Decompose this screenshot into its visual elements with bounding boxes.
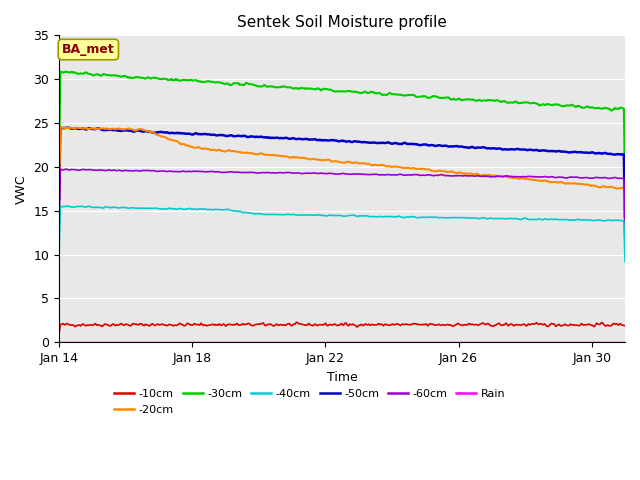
-50cm [609, 152, 616, 157]
Rain [328, 339, 335, 345]
-50cm [393, 141, 401, 146]
Text: BA_met: BA_met [62, 43, 115, 56]
-30cm [328, 88, 336, 94]
-40cm [55, 249, 63, 254]
-60cm [325, 170, 333, 176]
-30cm [55, 158, 63, 164]
Y-axis label: VWC: VWC [15, 174, 28, 204]
Rain [392, 339, 400, 345]
-40cm [393, 214, 401, 219]
-30cm [56, 69, 64, 74]
-50cm [55, 196, 63, 202]
-10cm [621, 323, 629, 329]
-50cm [363, 140, 371, 145]
-60cm [328, 171, 336, 177]
-10cm [55, 330, 63, 336]
-30cm [520, 100, 528, 106]
X-axis label: Time: Time [326, 371, 358, 384]
-10cm [520, 321, 528, 327]
-40cm [520, 216, 528, 221]
-30cm [621, 184, 629, 190]
-20cm [55, 195, 63, 201]
-20cm [609, 184, 616, 190]
Line: -30cm: -30cm [59, 72, 625, 187]
Line: -40cm: -40cm [59, 206, 625, 262]
-20cm [325, 157, 333, 163]
Line: -20cm: -20cm [59, 127, 625, 240]
-10cm [294, 320, 301, 325]
-50cm [328, 137, 336, 143]
Rain [55, 339, 63, 345]
Line: -50cm: -50cm [59, 128, 625, 217]
-50cm [621, 214, 629, 220]
-20cm [363, 161, 371, 167]
-10cm [393, 321, 401, 327]
-60cm [393, 172, 401, 178]
-50cm [65, 125, 72, 131]
-20cm [328, 159, 336, 165]
-30cm [393, 92, 401, 97]
-10cm [328, 322, 336, 328]
-40cm [621, 259, 629, 264]
-30cm [363, 90, 371, 96]
-60cm [363, 171, 371, 177]
-20cm [520, 176, 528, 181]
Legend: -10cm, -20cm, -30cm, -40cm, -50cm, -60cm, Rain: -10cm, -20cm, -30cm, -40cm, -50cm, -60cm… [110, 384, 510, 419]
-60cm [62, 166, 70, 172]
Rain [324, 339, 332, 345]
-10cm [325, 322, 333, 328]
Title: Sentek Soil Moisture profile: Sentek Soil Moisture profile [237, 15, 447, 30]
-50cm [520, 146, 528, 152]
Rain [621, 339, 629, 345]
Rain [519, 339, 527, 345]
-20cm [393, 164, 401, 170]
-20cm [56, 124, 64, 130]
-60cm [609, 175, 616, 181]
-50cm [325, 138, 333, 144]
Rain [362, 339, 369, 345]
-40cm [609, 217, 616, 223]
-10cm [363, 322, 371, 327]
-40cm [325, 212, 333, 218]
-10cm [609, 322, 616, 327]
-60cm [55, 224, 63, 230]
-60cm [621, 230, 629, 236]
Line: -10cm: -10cm [59, 323, 625, 333]
Line: -60cm: -60cm [59, 169, 625, 233]
-40cm [328, 213, 336, 218]
Rain [607, 339, 615, 345]
-40cm [363, 213, 371, 219]
-30cm [609, 107, 616, 113]
-30cm [325, 87, 333, 93]
-20cm [621, 237, 629, 243]
-40cm [65, 203, 72, 209]
-60cm [520, 174, 528, 180]
